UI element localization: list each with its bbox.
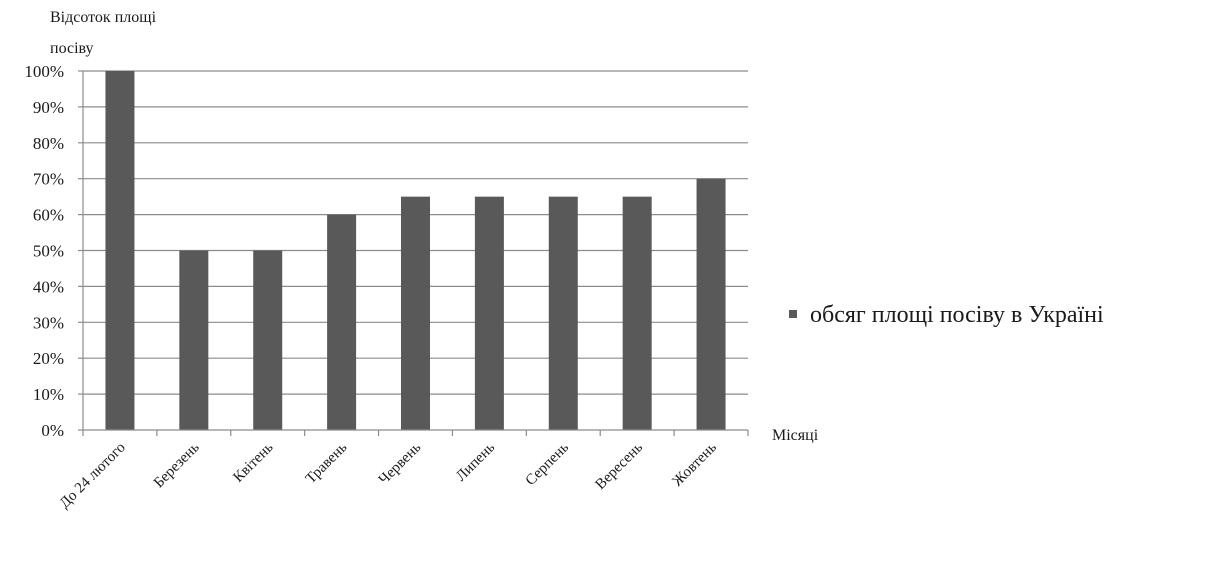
y-tick-label: 20%: [33, 349, 64, 368]
x-tick-label: Вересень: [593, 439, 647, 493]
x-tick-labels: До 24 лютого Березень Квітень Травень Червен…: [57, 439, 720, 511]
x-tick-label: Березень: [151, 439, 203, 491]
y-tick-labels: 0% 10% 20% 30% 40% 50% 60% 70% 80% 90% 100%: [24, 62, 64, 440]
bar: [696, 178, 726, 430]
y-tick-label: 50%: [33, 242, 64, 261]
x-tick-label: Квітень: [230, 439, 276, 485]
y-tick-label: 60%: [33, 206, 64, 225]
legend-label: обсяг площі посіву в Україні: [810, 302, 1104, 328]
y-tick-label: 40%: [33, 277, 64, 296]
axes: [82, 71, 749, 436]
y-tick-label: 70%: [33, 170, 64, 189]
x-tick-label: Травень: [303, 439, 351, 487]
x-axis-label: Місяці: [772, 427, 819, 444]
y-tick-label: 0%: [41, 421, 64, 440]
bar: [179, 250, 209, 430]
y-axis-label-line-1: Відсоток площі: [50, 9, 157, 26]
x-tick-label: Серпень: [523, 439, 573, 489]
x-tick-label: Червень: [376, 439, 424, 487]
bar: [105, 71, 135, 430]
y-tick-label: 30%: [33, 313, 64, 332]
bars: [105, 71, 726, 430]
y-tick-label: 10%: [33, 385, 64, 404]
legend: обсяг площі посіву в Україні: [789, 302, 1104, 328]
y-axis-label-line-2: посіву: [50, 40, 94, 57]
bar: [548, 196, 578, 430]
bar: [622, 196, 652, 430]
legend-swatch: [789, 310, 797, 318]
y-tick-label: 90%: [33, 98, 64, 117]
bar: [474, 196, 504, 430]
x-tick-label: Липень: [453, 439, 498, 484]
bar: [401, 196, 430, 430]
x-tick-label: До 24 лютого: [57, 440, 129, 512]
bar: [327, 214, 357, 430]
y-tick-label: 100%: [24, 62, 64, 81]
x-tick-label: Жовтень: [670, 439, 720, 489]
y-tick-label: 80%: [33, 134, 64, 153]
bar: [253, 250, 283, 430]
